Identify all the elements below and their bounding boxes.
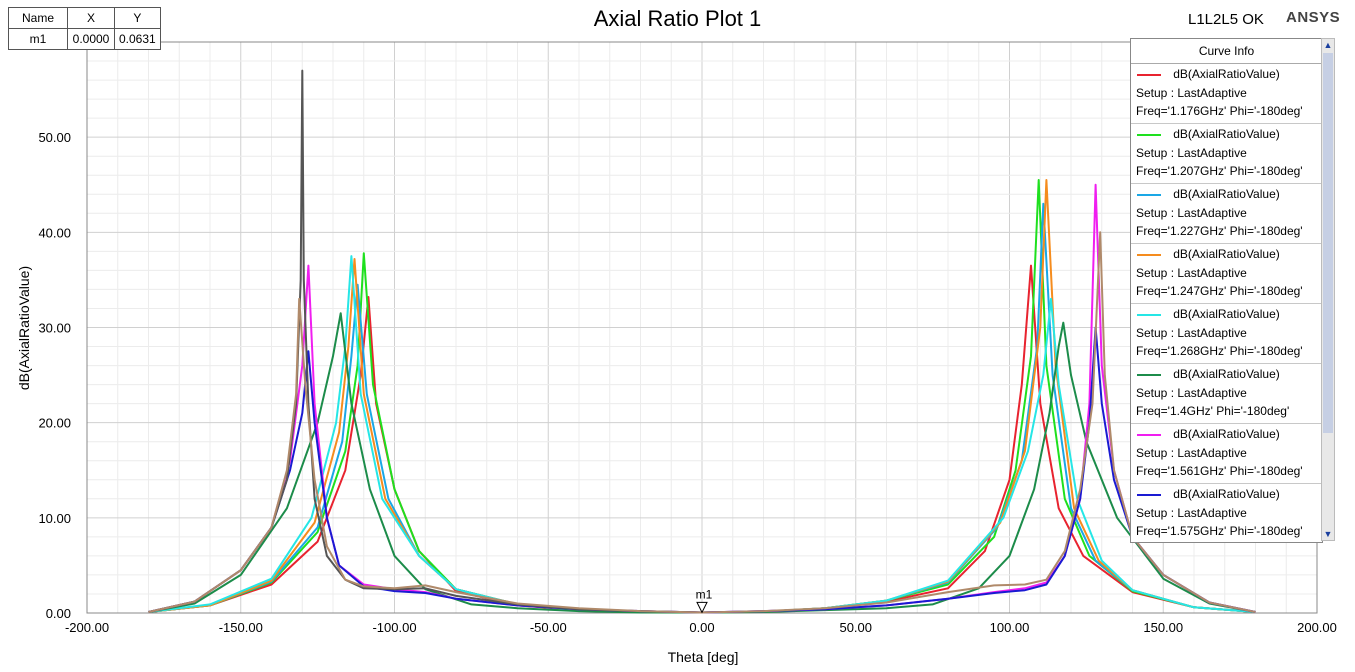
legend-item-freq: Freq='1.176GHz' Phi='-180deg' [1136, 104, 1303, 118]
x-tick-label: 150.00 [1143, 620, 1183, 635]
legend-swatch [1137, 194, 1161, 196]
legend-item-setup: Setup : LastAdaptive [1136, 326, 1247, 340]
y-tick-label: 50.00 [38, 130, 71, 145]
legend-swatch [1137, 74, 1161, 76]
legend-item-freq: Freq='1.575GHz' Phi='-180deg' [1136, 524, 1303, 538]
legend-swatch [1137, 314, 1161, 316]
legend-item-setup: Setup : LastAdaptive [1136, 146, 1247, 160]
chart-title: Axial Ratio Plot 1 [593, 6, 762, 31]
x-tick-label: -200.00 [65, 620, 109, 635]
legend-item[interactable]: dB(AxialRatioValue) Setup : LastAdaptive F… [1131, 484, 1322, 542]
legend-item-freq: Freq='1.268GHz' Phi='-180deg' [1136, 344, 1303, 358]
legend-item-freq: Freq='1.4GHz' Phi='-180deg' [1136, 404, 1290, 418]
marker-triangle-icon[interactable] [696, 601, 708, 614]
chart-marker: m1 [696, 587, 713, 614]
chart-tick-labels: -200.00 -150.00 -100.00 -50.00 0.00 50.00 100.… [38, 130, 1336, 635]
legend-item-name: dB(AxialRatioValue) [1173, 247, 1280, 261]
scroll-up-icon[interactable]: ▲ [1323, 40, 1333, 50]
legend-item-setup: Setup : LastAdaptive [1136, 266, 1247, 280]
x-tick-label: 100.00 [990, 620, 1030, 635]
marker-name: m1 [8, 28, 68, 50]
legend-item-setup: Setup : LastAdaptive [1136, 86, 1247, 100]
legend-item-name: dB(AxialRatioValue) [1173, 307, 1280, 321]
legend-item-freq: Freq='1.561GHz' Phi='-180deg' [1136, 464, 1303, 478]
status-text: L1L2L5 OK [1188, 11, 1264, 28]
x-axis-label: Theta [deg] [668, 649, 739, 665]
legend-header: Curve Info [1131, 39, 1322, 64]
legend-item[interactable]: dB(AxialRatioValue) Setup : LastAdaptive F… [1131, 304, 1322, 364]
legend-item-name: dB(AxialRatioValue) [1173, 187, 1280, 201]
legend-item[interactable]: dB(AxialRatioValue) Setup : LastAdaptive F… [1131, 424, 1322, 484]
y-tick-label: 20.00 [38, 416, 71, 431]
ansys-logo: ANSYS [1286, 9, 1341, 26]
legend-swatch [1137, 494, 1161, 496]
legend-item-name: dB(AxialRatioValue) [1173, 427, 1280, 441]
marker-y-value: 0.0631 [114, 28, 161, 50]
legend-swatch [1137, 374, 1161, 376]
legend-item-setup: Setup : LastAdaptive [1136, 446, 1247, 460]
legend-item-name: dB(AxialRatioValue) [1173, 127, 1280, 141]
legend-item[interactable]: dB(AxialRatioValue) Setup : LastAdaptive F… [1131, 184, 1322, 244]
marker-x-value: 0.0000 [67, 28, 115, 50]
legend-item[interactable]: dB(AxialRatioValue) Setup : LastAdaptive F… [1131, 364, 1322, 424]
legend-scrollbar[interactable]: ▲ ▼ [1321, 38, 1335, 541]
x-tick-label: 0.00 [689, 620, 714, 635]
legend-item-name: dB(AxialRatioValue) [1173, 367, 1280, 381]
marker-label: m1 [696, 587, 713, 601]
marker-row[interactable]: m1 0.0000 0.0631 [8, 28, 161, 50]
legend-item-name: dB(AxialRatioValue) [1173, 67, 1280, 81]
legend-item-setup: Setup : LastAdaptive [1136, 206, 1247, 220]
legend-swatch [1137, 434, 1161, 436]
marker-table: Name X Y m1 0.0000 0.0631 [8, 7, 161, 50]
legend-item-freq: Freq='1.227GHz' Phi='-180deg' [1136, 224, 1303, 238]
x-tick-label: -50.00 [530, 620, 567, 635]
curve-info-legend[interactable]: Curve Info dB(AxialRatioValue) Setup : La… [1130, 38, 1323, 543]
legend-item-name: dB(AxialRatioValue) [1173, 487, 1280, 501]
marker-header-x: X [67, 7, 115, 29]
scroll-thumb[interactable] [1323, 53, 1333, 433]
legend-swatch [1137, 254, 1161, 256]
marker-header-y: Y [114, 7, 161, 29]
x-tick-label: 200.00 [1297, 620, 1337, 635]
legend-item-setup: Setup : LastAdaptive [1136, 506, 1247, 520]
y-tick-label: 10.00 [38, 511, 71, 526]
marker-header-name: Name [8, 7, 68, 29]
x-tick-label: -100.00 [372, 620, 416, 635]
x-tick-label: -150.00 [219, 620, 263, 635]
legend-item[interactable]: dB(AxialRatioValue) Setup : LastAdaptive F… [1131, 64, 1322, 124]
y-axis-label: dB(AxialRatioValue) [16, 266, 32, 390]
legend-item-setup: Setup : LastAdaptive [1136, 386, 1247, 400]
y-tick-label: 30.00 [38, 321, 71, 336]
legend-item-freq: Freq='1.247GHz' Phi='-180deg' [1136, 284, 1303, 298]
y-tick-label: 0.00 [46, 606, 71, 621]
legend-item-freq: Freq='1.207GHz' Phi='-180deg' [1136, 164, 1303, 178]
legend-item[interactable]: dB(AxialRatioValue) Setup : LastAdaptive F… [1131, 244, 1322, 304]
x-tick-label: 50.00 [839, 620, 872, 635]
legend-swatch [1137, 134, 1161, 136]
series-line[interactable] [148, 231, 1256, 614]
legend-item[interactable]: dB(AxialRatioValue) Setup : LastAdaptive F… [1131, 124, 1322, 184]
y-tick-label: 40.00 [38, 225, 71, 240]
scroll-down-icon[interactable]: ▼ [1323, 529, 1333, 539]
